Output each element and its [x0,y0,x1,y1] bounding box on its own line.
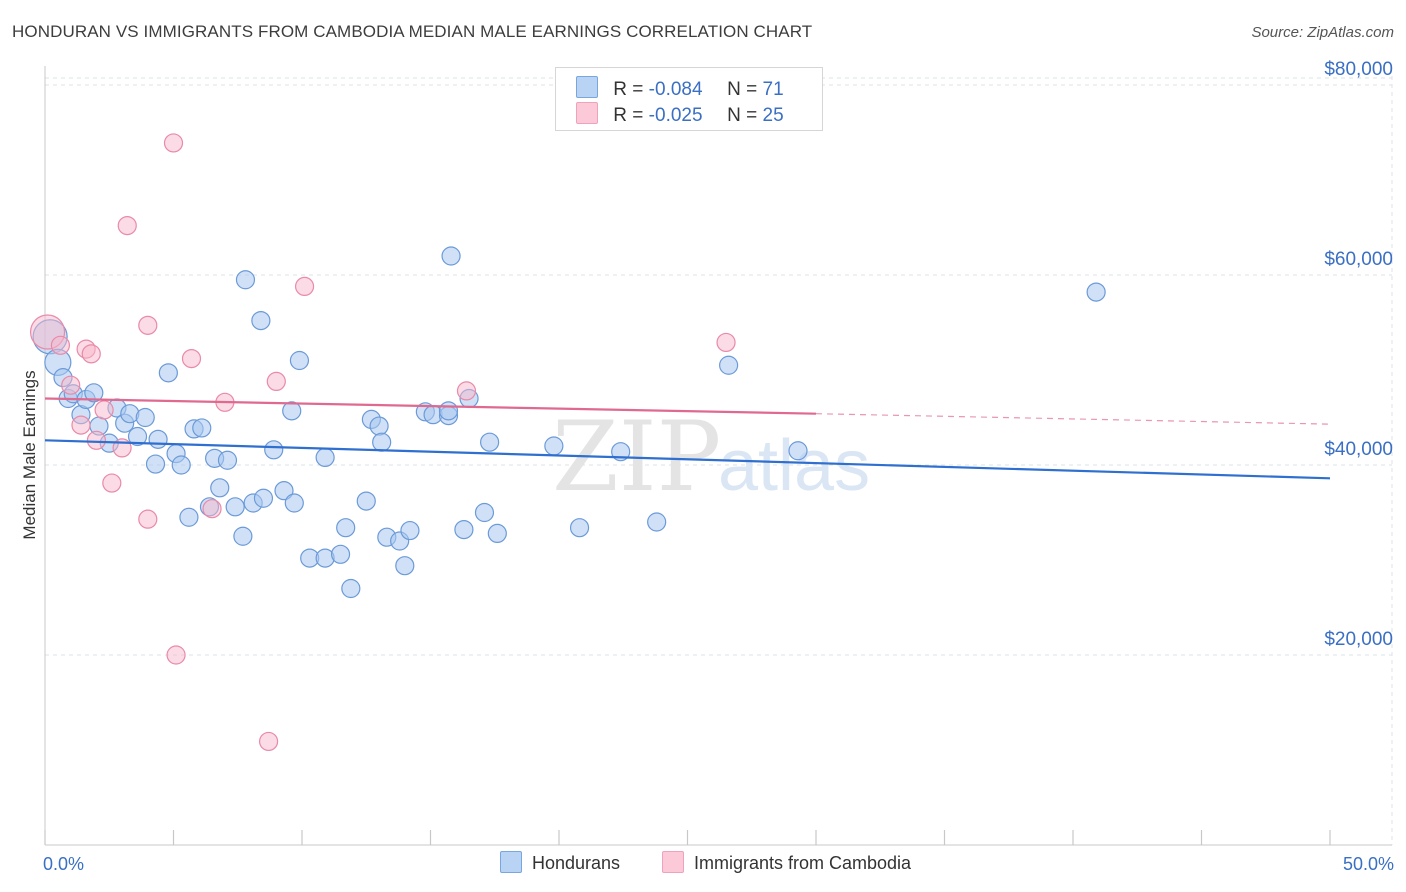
axis-layer [44,66,1392,846]
data-point-hondurans [192,418,212,438]
legend-swatch-pink [576,102,598,124]
data-point-hondurans [235,270,256,290]
data-point-hondurans [1086,282,1106,302]
data-point-cambodia [163,133,184,153]
series-hondurans-points [32,246,1106,599]
legend-row-hondurans: R = -0.084 N = 71 [576,76,784,100]
legend-n-value: 25 [762,105,784,126]
y-tick-label: $60,000 [1324,249,1393,270]
data-point-cambodia [294,276,315,296]
data-point-cambodia [266,371,286,391]
data-point-cambodia [86,430,107,450]
chart-title: HONDURAN VS IMMIGRANTS FROM CAMBODIA MED… [12,22,813,41]
data-point-hondurans [369,416,389,436]
data-point-hondurans [264,440,284,460]
tick-labels: $20,000 $40,000 $60,000 $80,000 0.0% 50.0% [43,59,1394,874]
data-point-hondurans [84,383,104,403]
data-point-cambodia [258,731,279,752]
y-tick-label: $20,000 [1324,629,1393,650]
legend-r-value: -0.084 [648,79,703,100]
data-point-hondurans [210,478,230,498]
data-point-hondurans [438,401,459,421]
y-tick-label: $40,000 [1324,439,1393,460]
data-point-hondurans [282,401,302,421]
legend-r-label: R = [613,105,644,126]
legend-swatch-blue [576,76,598,98]
data-point-cambodia [94,400,114,420]
data-point-hondurans [330,544,351,564]
legend-r-label: R = [613,79,644,100]
data-point-hondurans [284,493,304,513]
data-point-hondurans [400,520,420,541]
data-point-hondurans [719,355,739,375]
data-point-hondurans [336,518,356,538]
data-point-hondurans [135,407,155,428]
bottom-legend-hondurans: Hondurans [500,851,620,874]
data-point-hondurans [148,429,168,449]
data-point-hondurans [171,455,191,475]
correlation-legend: R = -0.084 N = 71 R = -0.025 N = 25 [555,67,823,131]
trend-line-hondurans [44,439,1331,480]
data-point-cambodia [117,216,137,236]
data-point-hondurans [372,432,392,452]
bottom-legend-swatch-pink [662,851,684,873]
trend-lines [44,397,1331,480]
data-point-hondurans [788,441,808,461]
data-point-hondurans [274,481,294,501]
data-point-cambodia [716,332,736,353]
data-point-cambodia [138,315,158,335]
data-point-hondurans [356,491,376,511]
data-point-hondurans [544,436,564,456]
data-point-hondurans [569,518,590,538]
data-point-cambodia [138,509,158,529]
x-tick-label-max: 50.0% [1343,854,1394,874]
legend-n-value: 71 [762,79,784,100]
data-point-cambodia [456,381,477,401]
data-point-cambodia [202,499,222,519]
data-point-cambodia [102,473,122,493]
data-point-hondurans [315,447,335,467]
data-point-hondurans [341,578,361,599]
data-point-hondurans [487,523,507,544]
trend-line-cambodia [44,397,817,415]
legend-n-label: N = [727,105,758,126]
data-point-cambodia [71,415,91,435]
data-point-hondurans [253,488,274,508]
data-point-hondurans [647,512,667,532]
data-point-hondurans [289,350,310,371]
data-point-hondurans [395,556,415,576]
data-point-hondurans [179,507,199,527]
bottom-legend-cambodia: Immigrants from Cambodia [662,851,911,874]
data-point-cambodia [81,344,101,364]
data-point-hondurans [441,246,461,266]
legend-n-label: N = [727,79,758,100]
watermark-atlas: atlas [718,426,870,506]
data-point-cambodia [181,349,202,369]
y-axis-label: Median Male Earnings [20,370,39,540]
data-point-hondurans [127,426,148,447]
data-point-cambodia [61,375,81,395]
data-point-hondurans [454,519,474,540]
x-tick-label-min: 0.0% [43,854,84,874]
series-cambodia-points [29,133,736,752]
legend-r-value: -0.025 [648,105,703,126]
trend-line-cambodia-extrapolated [815,413,1331,425]
y-tick-label: $80,000 [1324,59,1393,80]
data-point-hondurans [480,432,500,452]
data-point-hondurans [158,363,178,383]
data-point-cambodia [166,645,186,665]
bottom-legend-label: Immigrants from Cambodia [694,853,912,873]
data-point-cambodia [50,335,71,355]
bottom-legend-swatch-blue [500,851,522,873]
legend-row-cambodia: R = -0.025 N = 25 [576,102,784,126]
data-point-hondurans [217,450,238,470]
data-point-hondurans [145,454,166,474]
bottom-legend-label: Hondurans [532,853,621,873]
data-point-hondurans [251,311,271,331]
source-label: Source: ZipAtlas.com [1251,24,1394,41]
data-point-hondurans [233,526,253,546]
data-point-hondurans [225,497,245,517]
data-point-hondurans [474,502,495,523]
